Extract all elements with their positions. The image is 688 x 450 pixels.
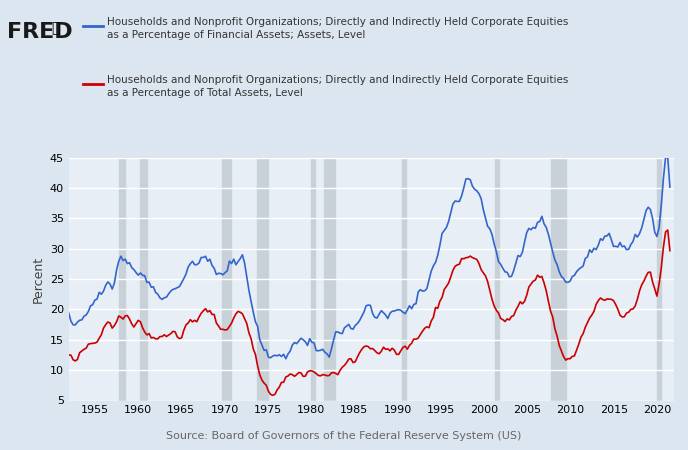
Text: Source: Board of Governors of the Federal Reserve System (US): Source: Board of Governors of the Federa… <box>166 431 522 441</box>
Bar <box>657 158 661 400</box>
Bar <box>551 158 566 400</box>
Y-axis label: Percent: Percent <box>31 256 44 302</box>
Bar <box>311 158 315 400</box>
Bar <box>495 158 499 400</box>
Text: Households and Nonprofit Organizations; Directly and Indirectly Held Corporate E: Households and Nonprofit Organizations; … <box>107 75 568 98</box>
Text: FRED: FRED <box>7 22 72 41</box>
Bar <box>324 158 335 400</box>
Bar <box>222 158 231 400</box>
Bar <box>257 158 268 400</box>
Text: 📈: 📈 <box>52 22 60 36</box>
Bar <box>118 158 125 400</box>
Text: Households and Nonprofit Organizations; Directly and Indirectly Held Corporate E: Households and Nonprofit Organizations; … <box>107 17 568 40</box>
Bar <box>402 158 406 400</box>
Bar <box>140 158 147 400</box>
